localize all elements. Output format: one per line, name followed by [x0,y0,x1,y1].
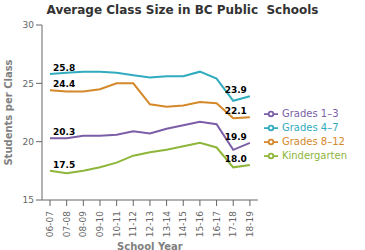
svg-text:30: 30 [23,20,35,30]
svg-text:07-08: 07-08 [62,211,72,237]
svg-text:25: 25 [23,79,34,89]
svg-text:23.9: 23.9 [225,85,247,95]
svg-text:School Year: School Year [117,241,183,250]
html-text:Grades 8–12: Grades 8–12 [281,136,345,147]
html-text:Grades 4–7: Grades 4–7 [281,122,339,133]
svg-text:22.1: 22.1 [225,106,247,116]
svg-text:24.4: 24.4 [53,79,75,89]
html-text:Average Class Size in BC Publi: Average Class Size in BC Public Schools [46,3,319,17]
svg-text:08-09: 08-09 [78,211,88,237]
svg-text:15: 15 [23,195,34,205]
svg-text:17-18: 17-18 [228,211,238,237]
svg-text:14-15: 14-15 [178,211,188,237]
html-text:Grades 1–3: Grades 1–3 [281,108,339,119]
svg-text:12-13: 12-13 [145,211,155,237]
html-text:Kindergarten: Kindergarten [281,150,347,161]
svg-text:11-12: 11-12 [128,211,138,237]
svg-text:18-19: 18-19 [245,211,255,237]
svg-text:10-11: 10-11 [112,211,122,237]
svg-text:19.9: 19.9 [225,132,247,142]
svg-text:17.5: 17.5 [53,160,75,170]
svg-text:20.3: 20.3 [53,127,75,137]
svg-text:15-16: 15-16 [195,211,205,237]
svg-text:18.0: 18.0 [225,154,247,164]
svg-text:25.8: 25.8 [53,63,75,73]
svg-text:09-10: 09-10 [95,211,105,237]
svg-text:16-17: 16-17 [212,211,222,237]
svg-text:13-14: 13-14 [162,211,172,237]
svg-text:Students per Class: Students per Class [8,59,14,165]
svg-text:20: 20 [23,137,35,147]
svg-text:06-07: 06-07 [45,211,55,237]
